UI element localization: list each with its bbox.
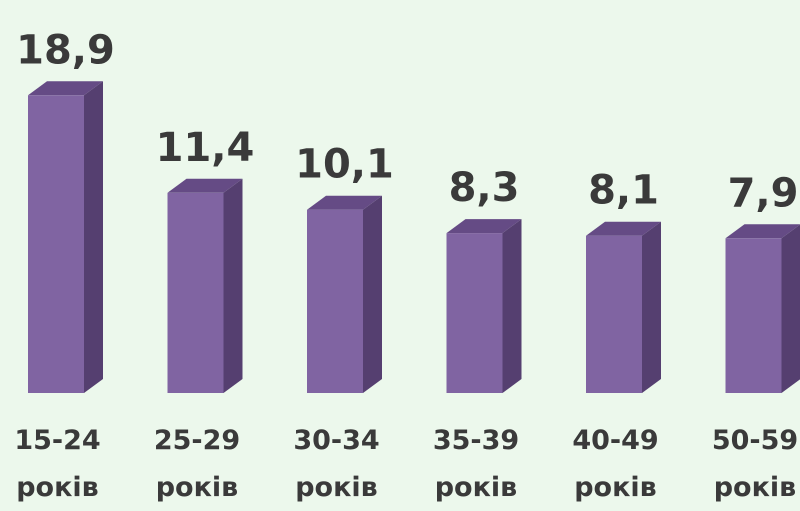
- bar-side: [782, 224, 800, 393]
- bar-front: [726, 238, 782, 393]
- value-label: 8,1: [588, 168, 659, 214]
- value-label: 7,9: [728, 170, 799, 216]
- bar: [726, 224, 800, 393]
- x-tick-label: 35-39 років: [426, 417, 526, 511]
- x-tick-label: 15-24 років: [8, 417, 108, 511]
- value-label: 18,9: [16, 27, 115, 73]
- bar: [168, 179, 243, 393]
- bar-front: [168, 193, 224, 393]
- bar-front: [447, 233, 503, 393]
- value-label: 8,3: [449, 165, 520, 211]
- bar: [447, 219, 522, 393]
- bar: [307, 196, 382, 393]
- bar: [28, 81, 103, 393]
- x-tick-label: 40-49 років: [566, 417, 666, 511]
- bar-front: [28, 95, 84, 393]
- value-label: 11,4: [156, 125, 255, 171]
- bar-front: [586, 236, 642, 393]
- bar: [586, 222, 661, 393]
- bar-side: [642, 222, 661, 393]
- bar-side: [503, 219, 522, 393]
- bar-front: [307, 210, 363, 393]
- x-tick-label: 25-29 років: [147, 417, 247, 511]
- value-label: 10,1: [295, 142, 394, 188]
- bar-side: [363, 196, 382, 393]
- x-tick-label: 50-59 років: [705, 417, 800, 511]
- bar-side: [224, 179, 243, 393]
- x-tick-label: 30-34 років: [287, 417, 387, 511]
- bar-side: [84, 81, 103, 393]
